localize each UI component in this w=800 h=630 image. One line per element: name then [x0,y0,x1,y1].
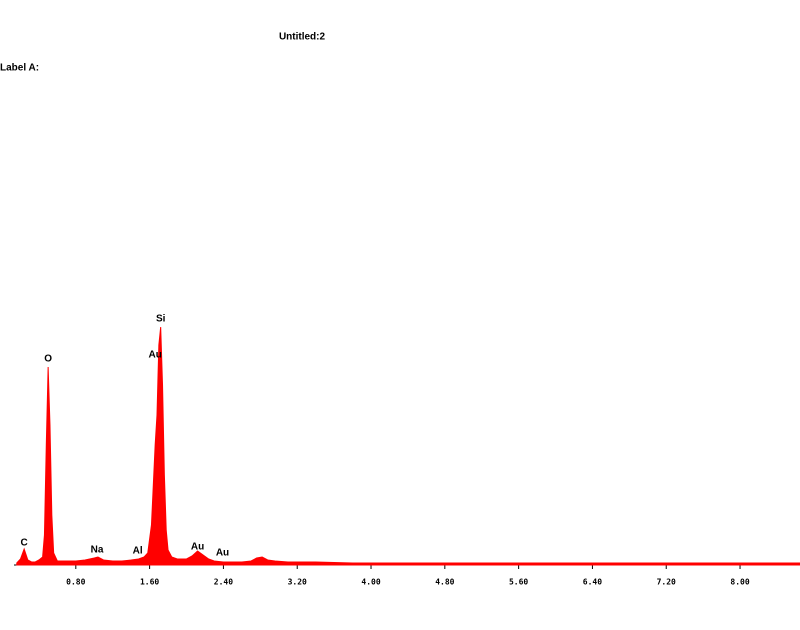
spectrum [16,326,800,566]
peak-label: Au [216,548,229,559]
x-tick-label: 1.60 [140,578,159,587]
peak-label: Au [148,350,161,361]
peak-label: Si [156,314,166,325]
x-tick-label: 7.20 [657,578,676,587]
x-tick-label: 8.00 [730,578,749,587]
peak-label: Al [133,546,143,557]
peak-label: O [44,354,52,365]
peak-label: C [21,538,28,549]
x-tick-label: 6.40 [583,578,602,587]
x-tick-label: 5.60 [509,578,528,587]
x-tick-label: 0.80 [66,578,85,587]
x-tick-label: 2.40 [214,578,233,587]
chart-title: Untitled:2 [279,32,326,43]
x-tick-label: 3.20 [288,578,307,587]
x-tick-label: 4.80 [435,578,454,587]
peak-label: Au [191,542,204,553]
x-tick-label: 4.00 [361,578,380,587]
peak-label: Na [91,545,104,556]
label-a: Label A: [0,63,39,74]
